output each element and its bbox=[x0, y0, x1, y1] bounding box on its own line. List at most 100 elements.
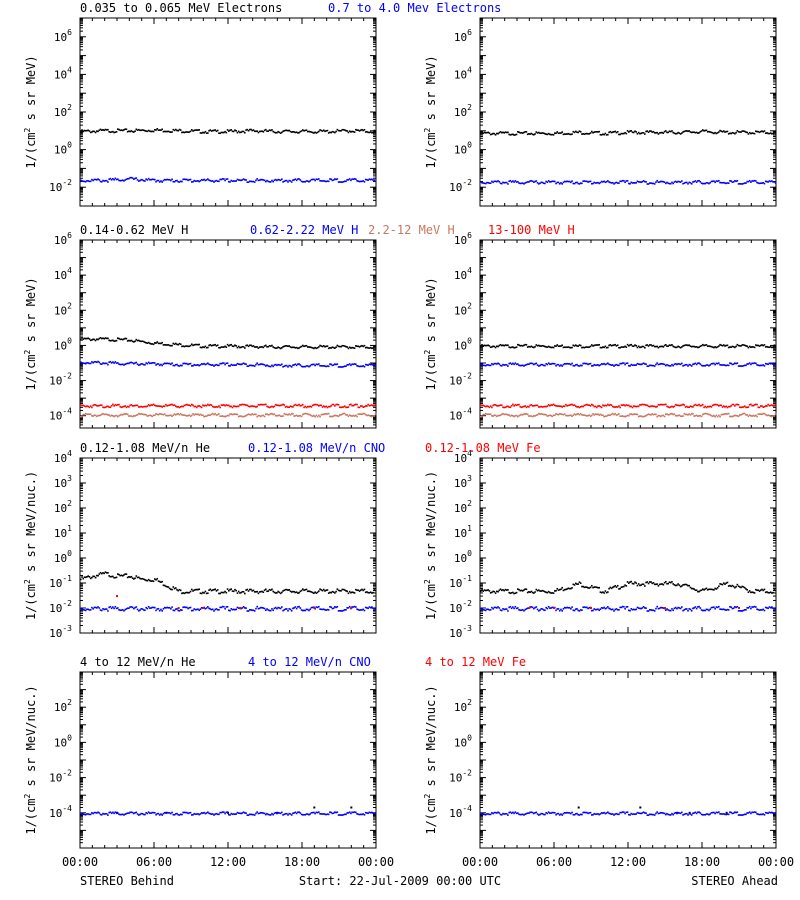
data-point bbox=[374, 589, 377, 592]
data-point bbox=[487, 364, 489, 366]
data-point bbox=[710, 131, 713, 134]
data-point bbox=[232, 364, 235, 366]
data-point bbox=[661, 414, 663, 417]
data-point bbox=[636, 180, 639, 183]
data-point bbox=[494, 592, 497, 594]
data-point bbox=[613, 344, 615, 346]
data-point bbox=[492, 181, 494, 184]
data-point bbox=[546, 181, 549, 184]
data-point bbox=[86, 362, 88, 364]
data-point bbox=[170, 344, 172, 347]
data-point bbox=[562, 346, 565, 349]
data-point bbox=[82, 338, 85, 340]
data-point bbox=[535, 362, 538, 365]
data-point bbox=[210, 589, 213, 592]
data-point bbox=[292, 607, 294, 610]
data-point bbox=[771, 346, 773, 349]
data-point bbox=[223, 362, 225, 364]
data-point bbox=[293, 179, 295, 181]
data-point bbox=[537, 365, 540, 367]
data-point bbox=[124, 179, 126, 181]
data-point bbox=[561, 365, 563, 367]
data-point bbox=[549, 181, 551, 183]
data-point bbox=[681, 362, 683, 365]
data-point bbox=[681, 404, 683, 406]
data-point bbox=[607, 133, 609, 136]
data-point bbox=[766, 132, 768, 134]
data-point bbox=[99, 609, 102, 611]
data-point bbox=[113, 607, 115, 610]
data-point bbox=[216, 589, 219, 591]
data-point bbox=[272, 406, 274, 408]
data-point bbox=[546, 363, 549, 366]
data-point bbox=[124, 413, 126, 415]
y-tick-label: 106 bbox=[54, 231, 72, 247]
data-point bbox=[529, 591, 531, 594]
data-point bbox=[499, 182, 502, 185]
data-point bbox=[667, 364, 670, 367]
data-point bbox=[82, 577, 85, 580]
data-point bbox=[567, 587, 570, 590]
data-point bbox=[500, 182, 503, 185]
data-point bbox=[731, 403, 734, 406]
data-point bbox=[318, 178, 320, 180]
data-point bbox=[727, 405, 730, 408]
data-point bbox=[187, 179, 189, 182]
data-point bbox=[166, 405, 168, 407]
data-point bbox=[261, 130, 263, 133]
data-point bbox=[155, 180, 157, 183]
data-point bbox=[500, 413, 503, 416]
data-point bbox=[86, 405, 88, 407]
data-point bbox=[197, 608, 199, 610]
data-point bbox=[326, 589, 329, 591]
data-point bbox=[735, 403, 737, 406]
data-point bbox=[266, 608, 268, 610]
data-point bbox=[373, 129, 376, 132]
data-point bbox=[200, 592, 203, 595]
data-point bbox=[651, 345, 654, 347]
data-point bbox=[151, 130, 154, 133]
data-point bbox=[191, 181, 193, 183]
data-point bbox=[359, 405, 362, 407]
data-point bbox=[574, 414, 577, 416]
data-point bbox=[308, 609, 310, 612]
data-point bbox=[493, 590, 496, 593]
data-point bbox=[487, 181, 489, 184]
data-point bbox=[112, 403, 114, 406]
data-point bbox=[294, 347, 297, 349]
data-point bbox=[676, 181, 678, 184]
data-point bbox=[499, 364, 502, 367]
data-point bbox=[230, 363, 233, 366]
data-point bbox=[631, 182, 634, 184]
data-point bbox=[119, 129, 122, 132]
data-point bbox=[135, 414, 138, 417]
data-point bbox=[114, 403, 117, 406]
y-tick-label-exponent: 6 bbox=[67, 28, 72, 37]
data-point bbox=[91, 576, 93, 579]
data-point bbox=[646, 183, 649, 185]
data-point bbox=[237, 607, 240, 609]
data-point bbox=[752, 362, 755, 365]
data-point bbox=[241, 363, 244, 365]
y-tick-label: 100 bbox=[454, 336, 472, 352]
data-point bbox=[271, 179, 273, 182]
data-point bbox=[121, 129, 124, 132]
y-tick-label-exponent: 4 bbox=[467, 266, 472, 275]
data-point bbox=[311, 591, 314, 594]
data-point bbox=[351, 591, 353, 593]
data-point bbox=[225, 131, 228, 134]
data-point bbox=[219, 178, 221, 181]
data-point bbox=[610, 344, 613, 347]
data-point bbox=[188, 131, 191, 133]
data-point bbox=[358, 609, 361, 611]
data-point bbox=[637, 405, 640, 408]
y-tick-label-base: 10 bbox=[54, 502, 67, 515]
data-point bbox=[298, 591, 300, 594]
data-point bbox=[215, 405, 218, 408]
data-point bbox=[130, 575, 133, 578]
data-point bbox=[746, 131, 748, 134]
data-point bbox=[616, 182, 619, 184]
data-point bbox=[658, 583, 661, 586]
data-point bbox=[554, 404, 556, 407]
data-point bbox=[288, 179, 291, 182]
